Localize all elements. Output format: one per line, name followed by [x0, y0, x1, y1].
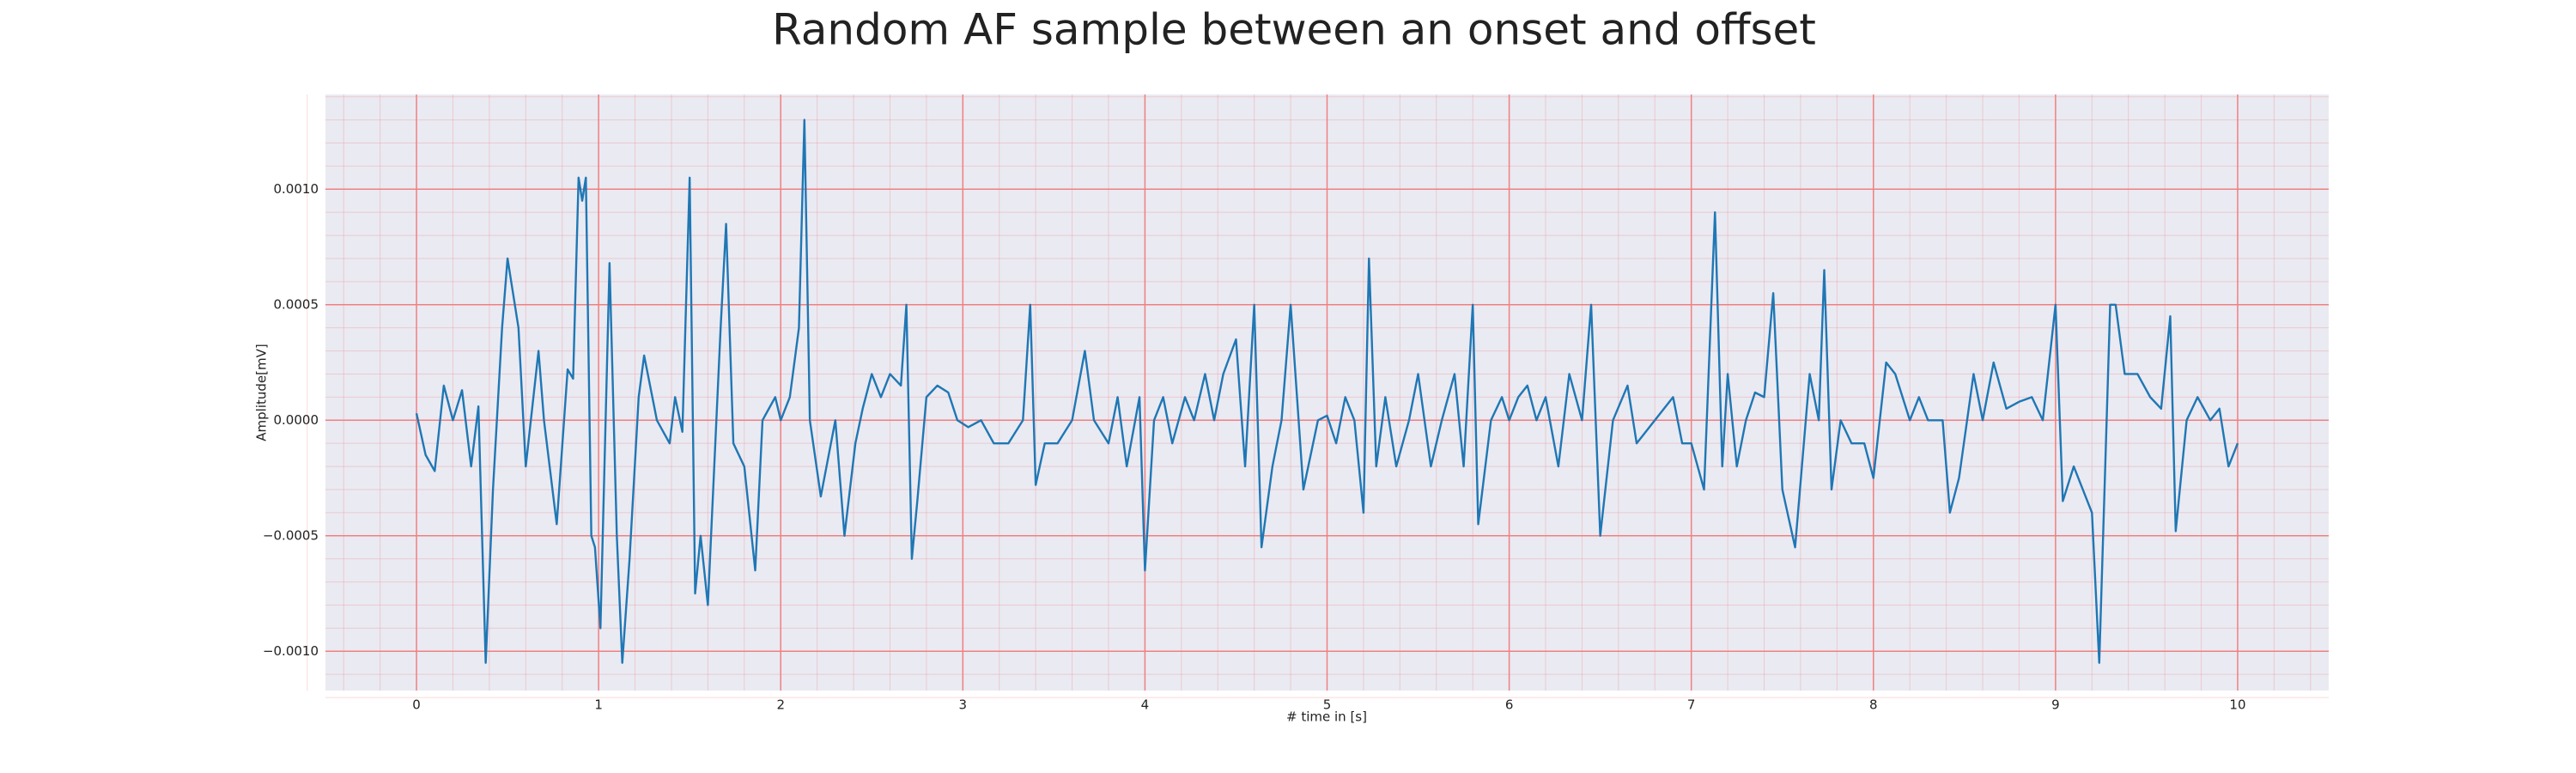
y-tick-label: 0.0005	[274, 296, 319, 312]
x-tick-label: 10	[2229, 697, 2245, 713]
x-tick-label: 1	[594, 697, 603, 713]
chart-title: Random AF sample between an onset and of…	[772, 5, 1816, 55]
x-tick-label: 5	[1323, 697, 1332, 713]
x-tick-label: 8	[1869, 697, 1878, 713]
y-tick-label: 0.0000	[274, 412, 319, 428]
x-tick-label: 4	[1141, 697, 1150, 713]
x-axis-label: # time in [s]	[1286, 709, 1367, 725]
x-tick-label: 7	[1687, 697, 1696, 713]
x-tick-label: 9	[2051, 697, 2060, 713]
x-tick-label: 6	[1505, 697, 1514, 713]
x-tick-label: 0	[412, 697, 421, 713]
y-tick-label: 0.0010	[274, 181, 319, 197]
x-tick-label: 3	[959, 697, 968, 713]
x-tick-label: 2	[776, 697, 785, 713]
y-tick-label: −0.0010	[263, 643, 319, 659]
y-tick-label: −0.0005	[263, 527, 319, 543]
signal-line	[415, 119, 2239, 664]
y-axis-label: Amplitude[mV]	[254, 344, 270, 441]
